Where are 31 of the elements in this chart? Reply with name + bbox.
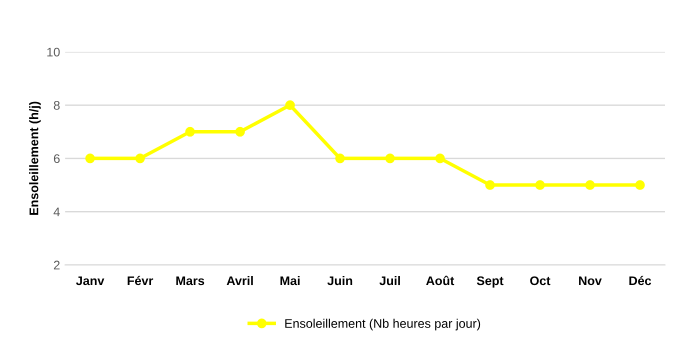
x-tick-label: Sept — [476, 276, 504, 288]
x-tick-label: Mars — [176, 276, 204, 286]
x-tick-label: Juin — [327, 276, 352, 286]
point — [185, 126, 195, 137]
x-tick-label: Avril — [226, 276, 253, 286]
legend-label: Ensoleillement (Nb heures par jour) — [285, 318, 480, 330]
x-tick-label: Nov — [579, 276, 602, 286]
point — [485, 180, 495, 190]
x-tick-label: Déc — [629, 276, 652, 286]
x-tick-label: Juil — [379, 276, 400, 286]
point — [385, 154, 395, 164]
point — [635, 180, 645, 190]
point — [285, 100, 295, 110]
point — [85, 154, 95, 164]
x-tick-label: Août — [426, 276, 454, 286]
y-tick-label: 4 — [54, 208, 60, 216]
x-tick-label: Févr — [128, 276, 154, 286]
point — [535, 180, 545, 190]
x-tick-label: Janv — [76, 276, 104, 286]
y-tick-label: 2 — [54, 260, 60, 270]
point — [585, 180, 595, 190]
point — [135, 154, 145, 164]
point — [435, 154, 445, 164]
y-tick-label: 6 — [54, 154, 60, 164]
point — [335, 154, 345, 164]
y-axis-title: Ensoleillement (h/j) — [29, 102, 41, 215]
y-tick-label: 8 — [54, 100, 60, 110]
x-tick-label: Mai — [280, 276, 300, 286]
x-tick-label: Oct — [530, 276, 550, 286]
point — [235, 126, 245, 137]
y-tick-label: 10 — [47, 48, 60, 57]
